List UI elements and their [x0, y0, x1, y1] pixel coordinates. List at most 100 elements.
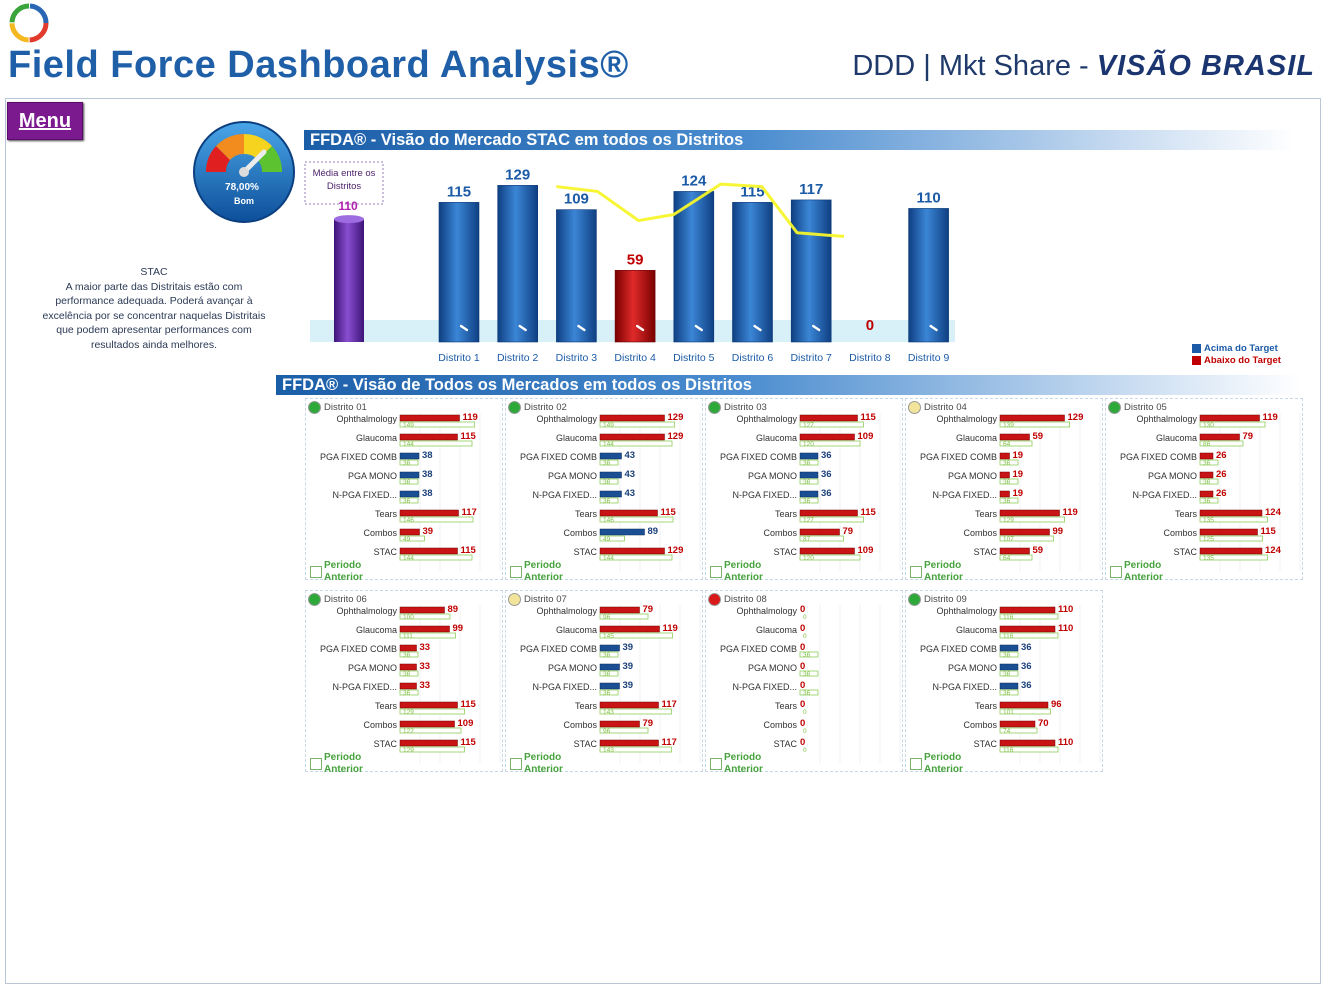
previous-value: 116: [1003, 747, 1014, 754]
periodo-anterior-toggle[interactable]: Periodo Anterior: [910, 560, 963, 584]
current-bar: [999, 509, 1060, 517]
periodo-anterior-toggle[interactable]: Periodo Anterior: [510, 560, 563, 584]
market-label: Glaucoma: [555, 625, 597, 635]
district-status-dot: [1108, 401, 1121, 414]
average-bar: [334, 219, 364, 342]
market-label: PGA FIXED COMB: [719, 644, 797, 654]
previous-bar: [399, 632, 456, 639]
periodo-label-line2: Anterior: [924, 572, 963, 583]
periodo-anterior-toggle[interactable]: Periodo Anterior: [510, 752, 563, 776]
periodo-checkbox[interactable]: [310, 566, 322, 578]
previous-value: 100: [403, 614, 414, 621]
current-value: 115: [861, 412, 877, 423]
current-value: 36: [821, 488, 832, 499]
previous-value: 36: [603, 652, 611, 659]
district-panel-8: Distrito 08 0 0 0 0 0 36 0 36 0 36 0 0 0 0 0 0 Ophthalmol…: [705, 590, 903, 775]
previous-bar: [399, 535, 425, 542]
previous-value: 135: [1203, 555, 1214, 562]
previous-value: 120: [803, 441, 814, 448]
current-value: 129: [668, 545, 684, 556]
market-label: N-PGA FIXED...: [932, 682, 997, 692]
current-value: 115: [1261, 526, 1277, 537]
district-bar-7: [790, 199, 832, 343]
periodo-anterior-toggle[interactable]: Periodo Anterior: [710, 752, 763, 776]
current-bar: [1199, 528, 1258, 536]
district-value-2: 129: [505, 166, 530, 183]
previous-value: 0: [803, 709, 807, 716]
market-label: N-PGA FIXED...: [1132, 490, 1197, 500]
gauge-status: Bom: [234, 196, 254, 206]
current-bar: [999, 547, 1030, 555]
previous-value: 64: [1003, 441, 1011, 448]
market-label: N-PGA FIXED...: [932, 490, 997, 500]
market-label: PGA MONO: [747, 663, 797, 673]
periodo-checkbox[interactable]: [710, 566, 722, 578]
previous-bar: [599, 727, 649, 734]
current-bar: [1199, 452, 1214, 460]
current-value: 36: [1021, 680, 1032, 691]
current-value: 43: [625, 469, 636, 480]
district-panel-chart: 119 130 79 86 26 36 26 36 26 36 124 135 115 125 124 135: [1199, 412, 1301, 571]
current-value: 79: [643, 604, 654, 615]
previous-value: 96: [603, 614, 611, 621]
current-value: 59: [1033, 545, 1044, 556]
district-bar-glint-4: [635, 324, 645, 332]
periodo-checkbox[interactable]: [510, 566, 522, 578]
market-label: Glaucoma: [1155, 433, 1197, 443]
previous-value: 36: [1203, 479, 1211, 486]
periodo-checkbox[interactable]: [1110, 566, 1122, 578]
periodo-anterior-toggle[interactable]: Periodo Anterior: [310, 752, 363, 776]
district-panel-title: Distrito 08: [724, 594, 767, 605]
menu-button[interactable]: Menu: [7, 102, 83, 140]
current-bar: [999, 663, 1019, 671]
periodo-checkbox[interactable]: [910, 758, 922, 770]
previous-value: 36: [1203, 460, 1211, 467]
stac-district-chart: Média entre os Distritos 110 115 Distrito 1 1…: [304, 161, 955, 364]
current-value: 0: [800, 642, 805, 653]
previous-bar: [999, 727, 1038, 734]
previous-bar: [799, 535, 844, 542]
current-value: 115: [461, 699, 477, 710]
market-label: N-PGA FIXED...: [332, 490, 397, 500]
section-header-all-markets: FFDA® - Visão de Todos os Mercados em to…: [276, 375, 1302, 395]
previous-bar: [399, 516, 474, 523]
periodo-anterior-toggle[interactable]: Periodo Anterior: [1110, 560, 1163, 584]
market-label: Glaucoma: [355, 433, 397, 443]
district-status-dot: [908, 401, 921, 414]
previous-bar: [399, 459, 419, 466]
previous-bar: [399, 651, 419, 658]
current-bar: [999, 414, 1065, 422]
market-label: STAC: [773, 739, 797, 749]
market-label: STAC: [573, 547, 597, 557]
market-label: PGA MONO: [547, 471, 597, 481]
periodo-checkbox[interactable]: [310, 758, 322, 770]
district-bar-4: [614, 270, 656, 343]
periodo-checkbox[interactable]: [510, 758, 522, 770]
periodo-checkbox[interactable]: [910, 566, 922, 578]
current-value: 19: [1013, 488, 1024, 499]
current-bar: [599, 471, 622, 479]
market-label: PGA FIXED COMB: [319, 452, 397, 462]
periodo-anterior-toggle[interactable]: Periodo Anterior: [710, 560, 763, 584]
district-bar-3: [556, 209, 597, 343]
previous-bar: [799, 670, 819, 677]
market-label: PGA MONO: [747, 471, 797, 481]
district-status-dot: [508, 401, 521, 414]
market-label: PGA MONO: [347, 471, 397, 481]
previous-value: 144: [403, 441, 414, 448]
periodo-anterior-toggle[interactable]: Periodo Anterior: [910, 752, 963, 776]
current-value: 109: [458, 718, 474, 729]
district-value-4: 59: [627, 251, 644, 268]
periodo-checkbox[interactable]: [710, 758, 722, 770]
previous-value: 36: [1003, 671, 1011, 678]
current-value: 119: [663, 623, 678, 634]
stac-note: STAC A maior parte das Distritais estão …: [36, 265, 272, 352]
periodo-anterior-toggle[interactable]: Periodo Anterior: [310, 560, 363, 584]
previous-value: 74: [1003, 728, 1011, 735]
district-panel-chart: 129 149 129 144 43 36 43 36 43 36 115 146 89 49 129 144: [599, 412, 701, 571]
previous-value: 143: [603, 747, 614, 754]
previous-value: 129: [403, 747, 414, 754]
district-status-dot: [708, 401, 721, 414]
previous-value: 144: [403, 555, 414, 562]
previous-bar: [999, 632, 1059, 639]
